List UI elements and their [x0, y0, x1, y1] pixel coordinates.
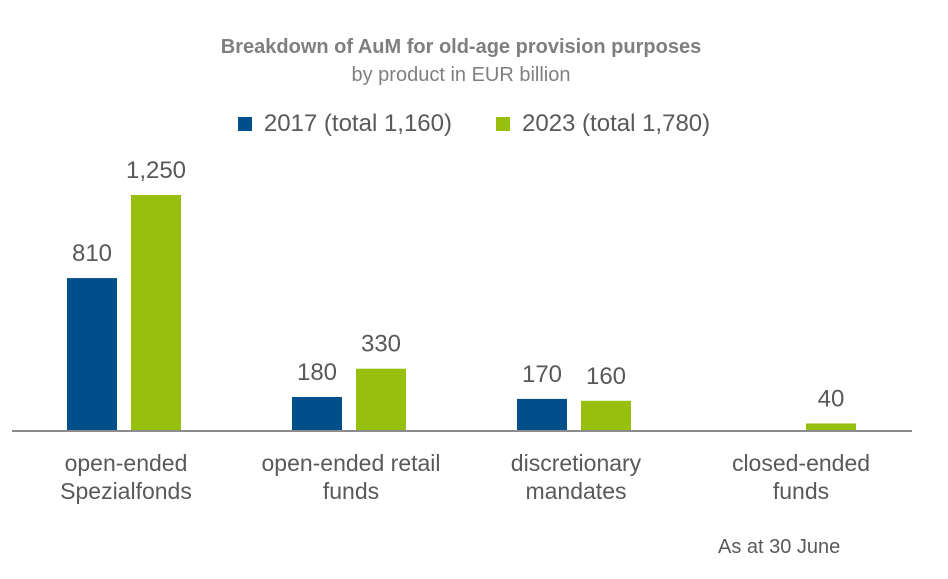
legend-item-2023: 2023 (total 1,780) — [496, 110, 710, 138]
category-label-1-1: funds — [323, 478, 379, 504]
bar-1-0 — [131, 195, 181, 431]
data-label-0-2: 170 — [522, 361, 562, 388]
legend-label-2017: 2017 (total 1,160) — [263, 110, 452, 137]
category-label-3-1: funds — [773, 478, 829, 504]
legend: 2017 (total 1,160) 2023 (total 1,780) — [0, 110, 948, 138]
bar-0-0 — [67, 278, 117, 431]
category-label-2-0: discretionary — [511, 450, 642, 476]
bar-1-3 — [806, 423, 856, 431]
data-label-0-0: 810 — [72, 240, 112, 267]
legend-label-2023: 2023 (total 1,780) — [522, 110, 711, 137]
footnote: As at 30 June — [718, 536, 841, 558]
data-label-0-1: 180 — [297, 359, 337, 386]
category-label-3-0: closed-ended — [732, 450, 870, 476]
category-label-2-1: mandates — [525, 478, 626, 504]
bar-0-1 — [292, 397, 342, 431]
category-label-0-0: open-ended — [65, 450, 188, 476]
category-label-1-0: open-ended retail — [261, 450, 440, 476]
chart-subtitle: by product in EUR billion — [351, 64, 571, 86]
bar-1-1 — [356, 368, 406, 431]
bar-1-2 — [581, 400, 631, 431]
data-label-1-2: 160 — [586, 363, 626, 390]
legend-swatch-2017 — [237, 117, 252, 131]
chart-title: Breakdown of AuM for old-age provision p… — [220, 36, 702, 58]
legend-item-2017: 2017 (total 1,160) — [237, 110, 452, 138]
bar-0-2 — [517, 398, 567, 431]
data-label-1-1: 330 — [361, 331, 401, 358]
data-label-1-0: 1,250 — [126, 157, 186, 184]
legend-swatch-2023 — [496, 117, 510, 131]
category-label-0-1: Spezialfonds — [60, 478, 192, 504]
data-label-1-3: 40 — [818, 385, 845, 412]
